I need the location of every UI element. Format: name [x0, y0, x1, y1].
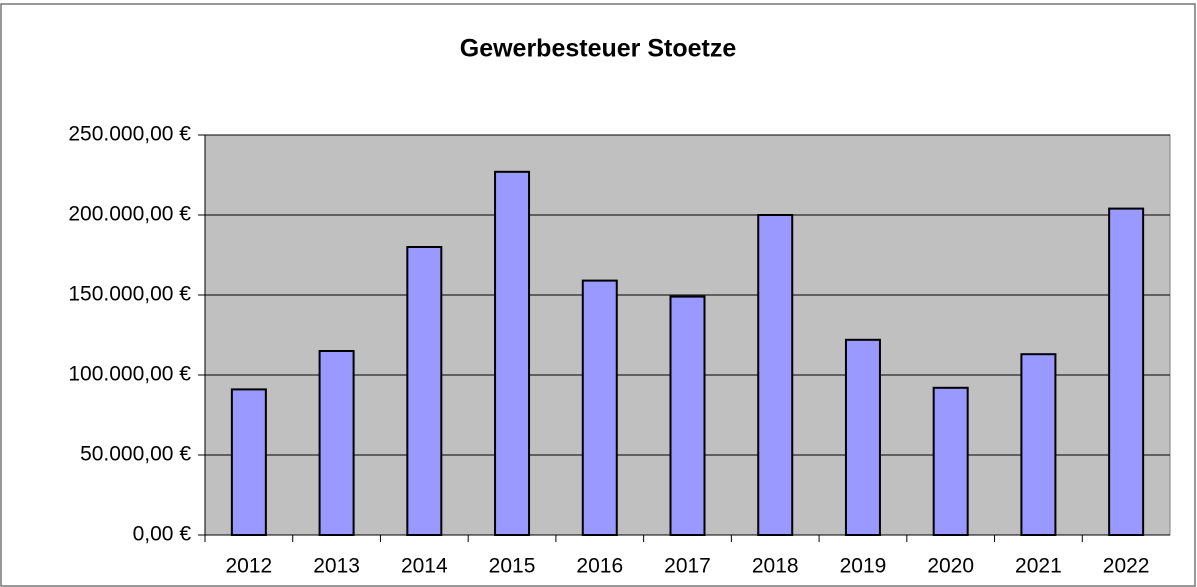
bar	[1108, 207, 1145, 536]
x-tick-label: 2013	[313, 555, 360, 578]
x-tick-label: 2012	[226, 555, 273, 578]
bar	[494, 170, 531, 537]
x-tick-label: 2017	[664, 555, 711, 578]
x-tick-label: 2021	[1015, 555, 1062, 578]
bar	[669, 295, 706, 536]
x-tick-label: 2022	[1103, 555, 1150, 578]
x-tick-label: 2014	[401, 555, 448, 578]
bar	[230, 388, 267, 536]
y-tick-label: 200.000,00 €	[68, 203, 191, 226]
bar	[932, 386, 969, 536]
y-tick-label: 100.000,00 €	[68, 363, 191, 386]
x-tick-label: 2016	[576, 555, 623, 578]
x-tick-label: 2018	[752, 555, 799, 578]
y-tick-label: 50.000,00 €	[80, 443, 191, 466]
x-tick-label: 2019	[840, 555, 887, 578]
x-tick-label: 2015	[489, 555, 536, 578]
bar	[757, 214, 794, 536]
bar	[1020, 353, 1057, 537]
y-tick-label: 250.000,00 €	[68, 123, 191, 146]
bar	[844, 338, 881, 536]
x-tick-label: 2020	[927, 555, 974, 578]
y-tick-label: 150.000,00 €	[68, 283, 191, 306]
y-tick-label: 0,00 €	[133, 523, 192, 546]
chart-title: Gewerbesteuer Stoetze	[460, 35, 737, 63]
bar	[318, 350, 355, 536]
bar	[581, 279, 618, 536]
bar	[406, 246, 443, 536]
